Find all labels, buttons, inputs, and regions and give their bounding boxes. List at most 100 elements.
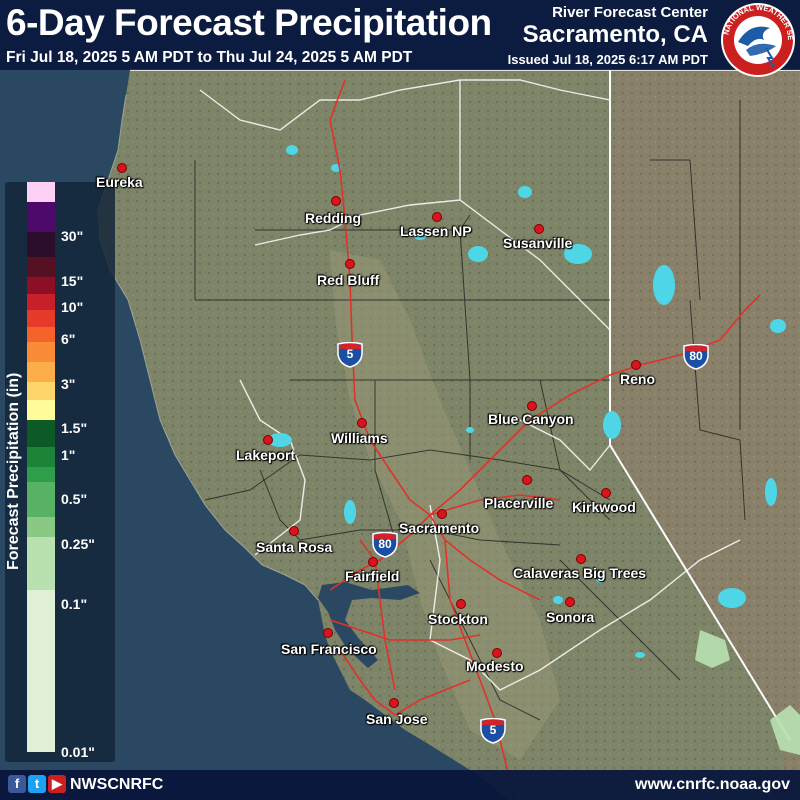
city-label: Eureka <box>96 174 143 190</box>
city-label: Susanville <box>503 235 573 251</box>
legend-band-16 <box>27 517 55 537</box>
city-label: Redding <box>305 210 361 226</box>
legend-tick-label: 1.5" <box>61 420 88 436</box>
city-label: Lassen NP <box>400 223 472 239</box>
city-label: Sacramento <box>399 520 480 536</box>
city-dot <box>432 212 442 222</box>
city-label: Calaveras Big Trees <box>513 565 647 581</box>
legend-band-14 <box>27 467 55 482</box>
land-nevada <box>610 70 800 800</box>
city-label: San Jose <box>366 711 428 727</box>
issued-time: Issued Jul 18, 2025 6:17 AM PDT <box>507 52 708 67</box>
interstate-shield-icon: 80 <box>683 343 709 370</box>
legend-band-17 <box>27 537 55 590</box>
city-dot <box>576 554 586 564</box>
legend-tick-label: 0.25" <box>61 536 95 552</box>
city-dot <box>368 557 378 567</box>
city-label: Williams <box>331 430 388 446</box>
district-lines <box>199 79 741 691</box>
legend-band-6 <box>27 310 55 327</box>
city-dot <box>331 196 341 206</box>
legend-tick-label: 15" <box>61 273 84 289</box>
legend-colorbar <box>27 182 55 752</box>
twitter-icon[interactable]: t <box>28 775 46 793</box>
city-label: San Francisco <box>281 641 377 657</box>
city-label: Placerville <box>484 495 554 511</box>
legend-band-2 <box>27 232 55 257</box>
legend-tick-label: 0.1" <box>61 596 88 612</box>
city-label: Blue Canyon <box>488 411 574 427</box>
legend-band-11 <box>27 400 55 420</box>
legend-band-10 <box>27 382 55 400</box>
city-label: Modesto <box>466 658 524 674</box>
legend-tick-label: 1" <box>61 447 76 463</box>
lakes <box>268 145 786 658</box>
legend-band-7 <box>27 327 55 342</box>
city-dot <box>527 401 537 411</box>
center-name: River Forecast Center <box>552 4 708 21</box>
city-label: Kirkwood <box>572 499 636 515</box>
valid-range: Fri Jul 18, 2025 5 AM PDT to Thu Jul 24,… <box>6 49 413 66</box>
youtube-icon[interactable]: ▶ <box>48 775 66 793</box>
legend-band-4 <box>27 277 55 294</box>
interstate-number: 5 <box>489 723 497 737</box>
legend-tick-label: 0.01" <box>61 744 95 760</box>
city-label: Lakeport <box>236 447 296 463</box>
central-valley <box>330 250 560 760</box>
city-dot <box>357 418 367 428</box>
website-link[interactable]: www.cnrfc.noaa.gov <box>635 776 790 793</box>
city-dot <box>601 488 611 498</box>
interstate-number: 80 <box>378 537 392 551</box>
legend-panel <box>5 182 115 762</box>
city-dot <box>456 599 466 609</box>
city-dot <box>631 360 641 370</box>
legend-band-18 <box>27 590 55 752</box>
map-title: 6-Day Forecast Precipitation <box>6 2 492 43</box>
precip-patches <box>695 630 800 755</box>
legend-band-5 <box>27 294 55 310</box>
city-dot <box>437 509 447 519</box>
city-dot <box>263 435 273 445</box>
city-dot <box>323 628 333 638</box>
city-label: Stockton <box>428 611 488 627</box>
legend-tick-label: 0.5" <box>61 491 88 507</box>
city-dot <box>117 163 127 173</box>
legend-band-12 <box>27 420 55 447</box>
city-label: Red Bluff <box>317 272 380 288</box>
legend-band-15 <box>27 482 55 517</box>
legend-axis-label: Forecast Precipitation (in) <box>5 372 22 570</box>
sf-bay <box>318 582 420 668</box>
city-dot <box>289 526 299 536</box>
legend-tick-label: 6" <box>61 331 76 347</box>
legend-band-3 <box>27 257 55 277</box>
interstate-shield-icon: 5 <box>337 341 363 368</box>
city-dot <box>565 597 575 607</box>
city-dot <box>534 224 544 234</box>
legend-tick-label: 30" <box>61 228 84 244</box>
city-dot <box>492 648 502 658</box>
facebook-icon[interactable]: f <box>8 775 26 793</box>
city-dot <box>522 475 532 485</box>
legend-tick-label: 10" <box>61 299 84 315</box>
nws-logo: NATIONAL WEATHER SERVICE <box>720 2 795 77</box>
legend-band-13 <box>27 447 55 467</box>
interstate-shield-icon: 80 <box>372 531 398 558</box>
footer-bar: f t ▶ NWSCNRFC www.cnrfc.noaa.gov <box>0 770 800 800</box>
city-label: Fairfield <box>345 568 400 584</box>
city-label: Sonora <box>546 609 595 625</box>
city-label: Santa Rosa <box>256 539 333 555</box>
city-label: Reno <box>620 371 655 387</box>
social-handle[interactable]: NWSCNRFC <box>70 776 164 793</box>
legend-arrow-icon <box>27 182 55 202</box>
legend-band-9 <box>27 362 55 382</box>
header-bar: 6-Day Forecast Precipitation Fri Jul 18,… <box>0 0 800 70</box>
interstate-number: 5 <box>346 347 354 361</box>
legend-tick-label: 3" <box>61 376 76 392</box>
center-location: Sacramento, CA <box>522 21 708 48</box>
interstate-shield-icon: 5 <box>480 717 506 744</box>
city-dot <box>389 698 399 708</box>
legend-band-8 <box>27 342 55 362</box>
city-dot <box>345 259 355 269</box>
